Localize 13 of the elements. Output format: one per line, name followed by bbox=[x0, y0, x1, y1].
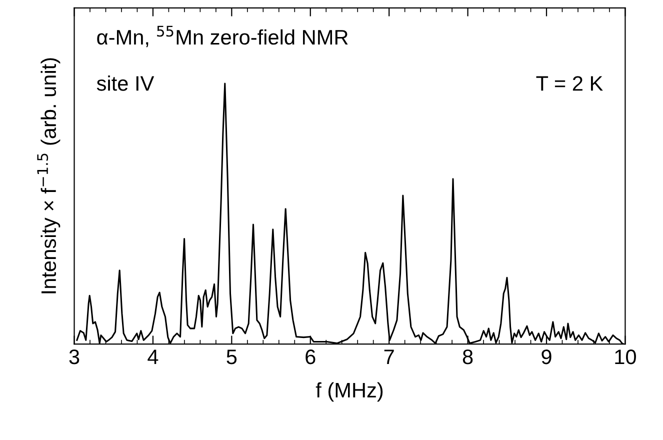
x-tick-label: 7 bbox=[384, 350, 394, 364]
y-axis-title: Intensity × f$^{−1.5}$ (arb. unit) bbox=[37, 58, 60, 294]
x-tick-label: 3 bbox=[69, 349, 80, 364]
x-tick-label: 8 bbox=[462, 349, 473, 364]
x-tick-label: 10 bbox=[615, 349, 636, 364]
x-axis-title: f (MHz) bbox=[316, 382, 383, 402]
x-tick-label: 6 bbox=[306, 349, 316, 364]
x-tick-label: 9 bbox=[542, 349, 552, 364]
annotation: site IV bbox=[96, 76, 154, 91]
x-tick-label: 4 bbox=[148, 350, 158, 364]
x-tick-label: 5 bbox=[226, 350, 237, 364]
text: α-Mn, $^{55}$Mn zero-field NMR bbox=[97, 26, 348, 48]
annotation: T = 2 K bbox=[536, 76, 603, 91]
